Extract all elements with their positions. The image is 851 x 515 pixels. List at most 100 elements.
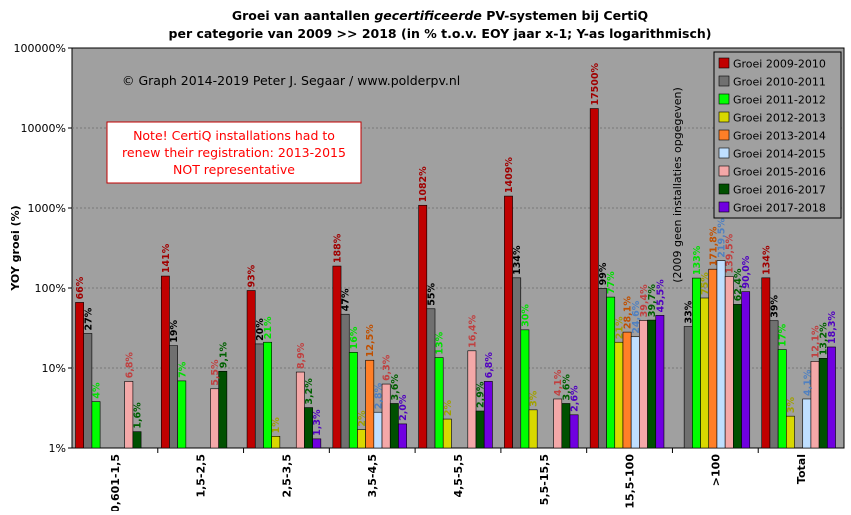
y-tick-label: 10% [42,362,66,375]
legend-entry: Groei 2012-2013 [733,112,826,125]
bar [160,275,170,449]
bar [598,288,607,449]
y-tick-label: 1% [49,442,66,455]
bar [528,409,538,449]
category-label: 1,5-2,5 [195,454,208,498]
bar [365,359,375,449]
data-label: 141% [161,243,172,273]
y-ticks: 1% 10% 100% 1000% 10000% 100000% [14,42,72,455]
bar [589,108,599,449]
data-label: 27% [83,307,94,330]
bar [818,358,828,449]
bar [622,331,632,449]
bar [647,319,657,449]
category-label: >100 [709,454,722,487]
bar [639,320,648,449]
category-label: 15,5-100 [624,454,637,509]
data-label: 3,6% [390,374,401,401]
category-label: 5,5-15,5 [538,454,551,505]
data-label: 75% [700,272,711,295]
legend-swatch [718,111,730,123]
bar [614,341,624,449]
data-label: 13% [435,331,446,354]
data-label: 219,5% [717,218,728,258]
bar [733,304,742,449]
data-label: 139,5% [725,233,736,273]
data-labels: 66%27%4%6,8%1,6%141%19%7% 5,5%9,1%93%20%2… [75,63,838,436]
legend-entry: Groei 2015-2016 [733,166,826,179]
bar [124,381,134,449]
data-label: 12,1% [811,325,822,358]
data-label: 66% [75,276,86,299]
category-label: 2,5-3,5 [280,454,293,498]
vertical-note: (2009 geen installaties opgegeven) [671,87,684,283]
data-label: 3,2% [304,378,315,405]
data-label: 19% [169,319,180,342]
data-label: 47% [341,288,352,311]
legend-swatch [718,57,730,69]
bar [655,315,665,449]
legend-entry: Groei 2016-2017 [733,184,826,197]
data-label: 3% [786,397,797,414]
bar [169,345,178,449]
data-label: 2,8% [373,382,384,409]
data-label: 1% [271,417,282,434]
bar [357,429,366,449]
data-label: 28,1% [623,296,634,329]
bar [483,381,493,449]
bar [741,291,751,449]
bar [716,260,726,449]
bar [246,290,256,449]
data-label: 4,1% [802,369,813,396]
legend-entry: Groei 2013-2014 [733,130,826,143]
bar [700,297,710,449]
legend-entry: Groei 2017-2018 [733,202,826,215]
data-label: 6,8% [484,352,495,379]
data-label: 9,1% [218,341,229,368]
data-label: 16% [349,326,360,349]
bar [827,346,836,449]
data-label: 99% [598,262,609,285]
legend-entry: Groei 2009-2010 [733,58,826,71]
y-tick-label: 1000% [28,202,66,215]
legend-swatch [718,147,730,159]
data-label: 2,9% [476,381,487,408]
bar [177,380,187,449]
data-label: 7% [177,361,188,378]
data-label: 13,2% [819,322,830,355]
bar [802,398,812,449]
bar [373,411,383,449]
category-label: 0,601-1,5 [109,454,122,511]
data-label: 134% [761,245,772,275]
data-label: 3% [529,390,540,407]
y-tick-label: 100% [35,282,66,295]
bar [630,336,640,449]
bar [304,407,313,449]
data-label: 12,5% [365,324,376,357]
data-label: 62,4% [733,268,744,301]
legend: Groei 2009-2010 Groei 2010-2011 Groei 2011… [713,51,842,219]
data-label: 134% [512,245,523,275]
bar [683,326,693,449]
legend-swatch [718,93,730,105]
copyright-text: © Graph 2014-2019 Peter J. Segaar / www.… [122,73,460,88]
bar [475,410,485,449]
data-label: 1082% [418,166,429,202]
legend-swatch [718,129,730,141]
data-label: 6,8% [124,352,135,379]
data-label: 2% [357,410,368,427]
data-label: 171,8% [708,226,719,266]
y-tick-label: 100000% [14,42,66,55]
data-label: 45,5% [655,279,666,312]
data-label: 39% [770,294,781,317]
data-label: 2% [443,399,454,416]
category-label: Total [795,454,808,484]
bar [504,195,513,449]
bar [786,415,795,449]
data-label: 24,6% [631,300,642,333]
note-line-2: renew their registration: 2013-2015 [122,145,346,160]
data-label: 77% [606,271,617,294]
data-label: 33% [684,300,695,323]
bar [512,277,522,449]
